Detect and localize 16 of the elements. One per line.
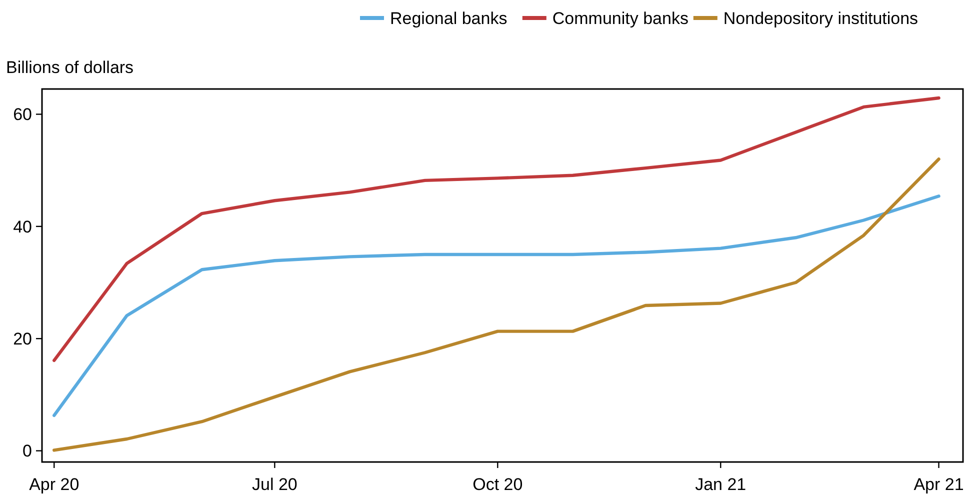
legend-label: Nondepository institutions [723, 8, 918, 28]
x-tick-label: Jul 20 [252, 475, 298, 494]
line-series [52, 194, 940, 418]
line-series [52, 158, 940, 452]
y-axis-title: Billions of dollars [6, 58, 134, 77]
x-tick-label: Jan 21 [695, 475, 746, 494]
x-tick-label: Apr 21 [914, 475, 964, 494]
y-tick-label: 0 [22, 442, 32, 461]
legend-label: Regional banks [390, 8, 508, 28]
x-tick-label: Oct 20 [472, 475, 523, 494]
y-tick-label: 20 [13, 330, 32, 349]
y-tick-label: 40 [13, 217, 32, 236]
x-tick-label: Apr 20 [29, 475, 80, 494]
y-tick-label: 60 [13, 105, 32, 124]
line-series [52, 96, 940, 362]
legend-label: Community banks [552, 8, 688, 28]
